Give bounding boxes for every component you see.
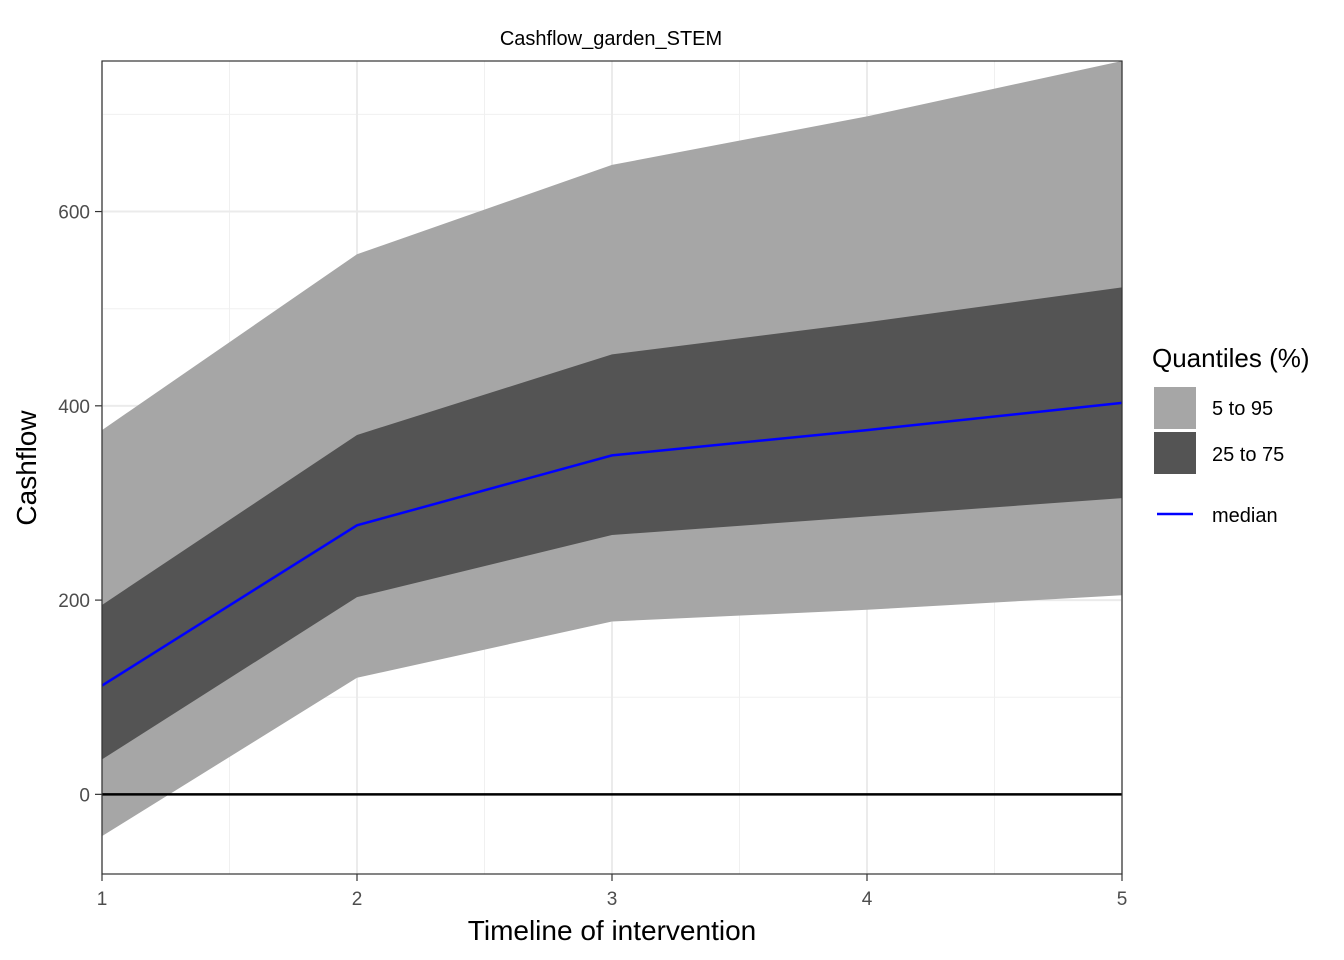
- plot-area: [101, 60, 1123, 875]
- y-tick-label: 400: [58, 397, 90, 418]
- y-axis: 0 200 400 600: [58, 203, 102, 806]
- legend-label-5-to-95: 5 to 95: [1212, 398, 1273, 420]
- legend-key-5-to-95: [1154, 387, 1196, 429]
- x-tick-label: 4: [862, 889, 873, 910]
- legend-label-median: median: [1212, 505, 1278, 527]
- quantile-ribbons: [102, 61, 1122, 837]
- legend-title: Quantiles (%): [1152, 343, 1310, 373]
- ribbon-25-to-75: [102, 287, 1122, 760]
- legend-key-25-to-75: [1154, 432, 1196, 474]
- y-tick-label: 600: [58, 203, 90, 224]
- x-axis: 1 2 3 4 5: [97, 874, 1128, 910]
- legend-label-25-to-75: 25 to 75: [1212, 444, 1284, 466]
- x-tick-label: 2: [352, 889, 363, 910]
- plot-title: Cashflow_garden_STEM: [500, 28, 722, 50]
- y-tick-label: 200: [58, 591, 90, 612]
- x-tick-label: 5: [1117, 889, 1128, 910]
- series-line-median: [101, 401, 1123, 687]
- x-axis-title: Timeline of intervention: [468, 915, 756, 946]
- data-lines: [101, 401, 1123, 687]
- y-axis-title: Cashflow: [11, 410, 42, 526]
- x-tick-label: 3: [607, 889, 618, 910]
- legend: Quantiles (%) 5 to 95 25 to 75 median: [1152, 343, 1310, 527]
- y-tick-label: 0: [79, 785, 90, 806]
- x-tick-label: 1: [97, 889, 108, 910]
